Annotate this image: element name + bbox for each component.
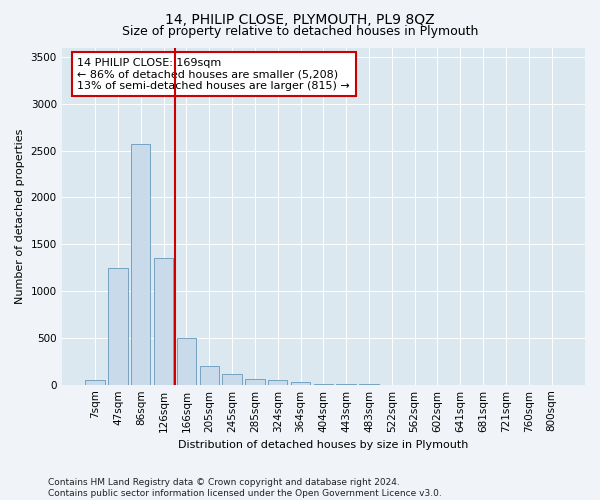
- Bar: [154, 258, 173, 384]
- Text: 14 PHILIP CLOSE: 169sqm
← 86% of detached houses are smaller (5,208)
13% of semi: 14 PHILIP CLOSE: 169sqm ← 86% of detache…: [77, 58, 350, 91]
- Bar: [291, 382, 310, 384]
- Text: Size of property relative to detached houses in Plymouth: Size of property relative to detached ho…: [122, 25, 478, 38]
- Bar: [177, 338, 196, 384]
- Bar: [131, 144, 151, 384]
- Y-axis label: Number of detached properties: Number of detached properties: [15, 128, 25, 304]
- X-axis label: Distribution of detached houses by size in Plymouth: Distribution of detached houses by size …: [178, 440, 469, 450]
- Bar: [108, 268, 128, 384]
- Bar: [223, 374, 242, 384]
- Text: 14, PHILIP CLOSE, PLYMOUTH, PL9 8QZ: 14, PHILIP CLOSE, PLYMOUTH, PL9 8QZ: [165, 12, 435, 26]
- Bar: [245, 379, 265, 384]
- Bar: [85, 380, 105, 384]
- Text: Contains HM Land Registry data © Crown copyright and database right 2024.
Contai: Contains HM Land Registry data © Crown c…: [48, 478, 442, 498]
- Bar: [268, 380, 287, 384]
- Bar: [200, 366, 219, 384]
